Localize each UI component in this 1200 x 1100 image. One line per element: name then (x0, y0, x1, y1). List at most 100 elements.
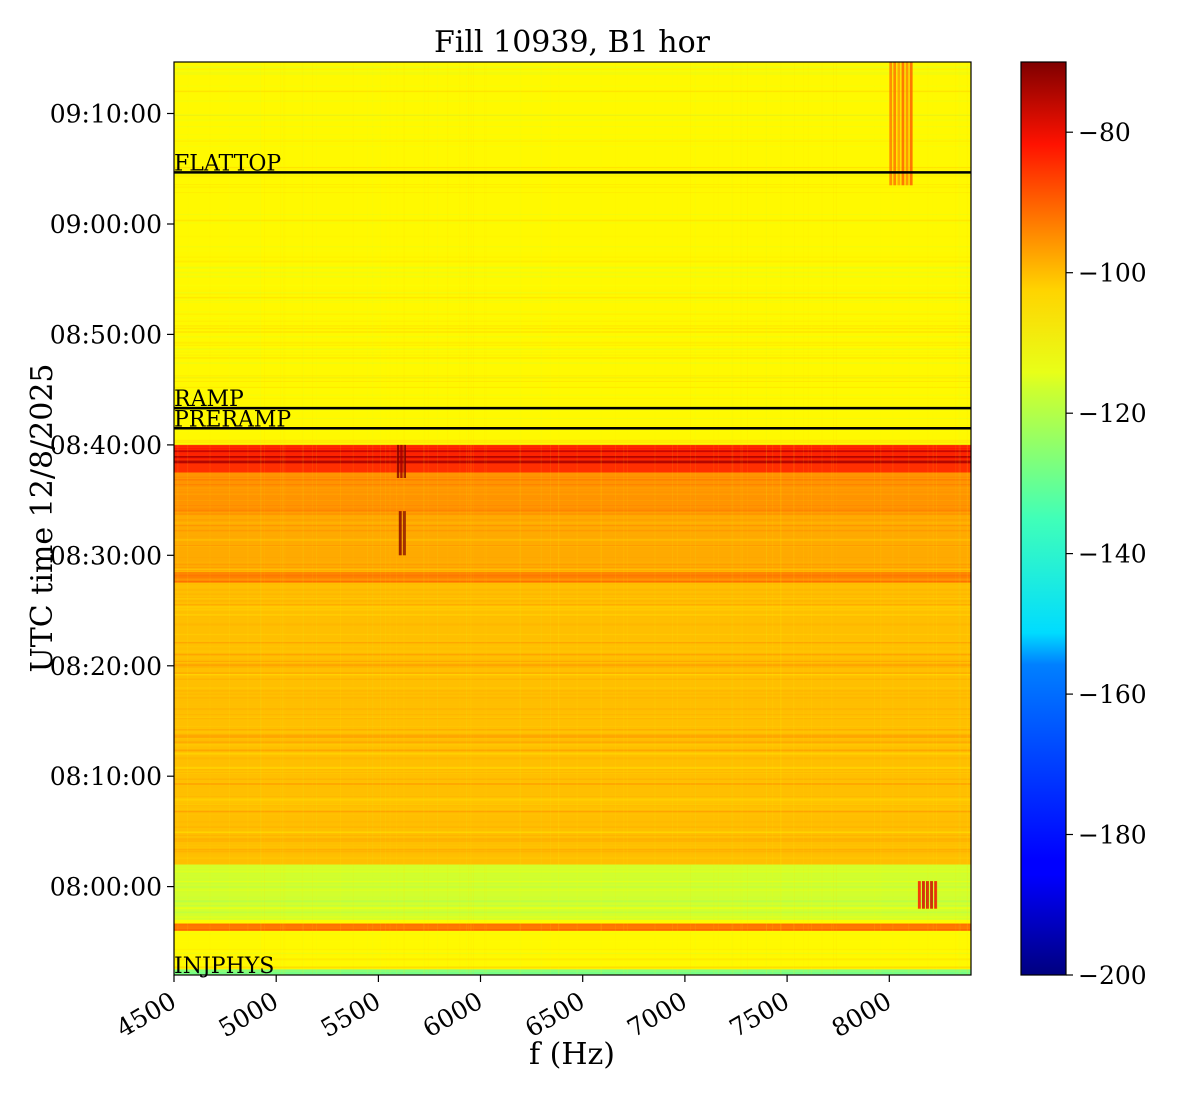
heatmap-cell (468, 62, 470, 975)
heatmap-cell (423, 62, 424, 975)
heatmap-cell (174, 821, 971, 824)
heatmap-cell (174, 896, 971, 899)
heatmap-cell (174, 924, 971, 926)
heatmap-cell (897, 62, 901, 186)
heatmap-cell (174, 799, 971, 801)
heatmap-cell (174, 169, 971, 171)
heatmap-cell (174, 545, 971, 547)
heatmap-cell (174, 439, 971, 442)
heatmap-cell (174, 751, 971, 754)
heatmap-cell (174, 493, 971, 495)
heatmap-cell (835, 62, 837, 975)
heatmap-cell (174, 357, 971, 359)
heatmap-cell (437, 62, 438, 975)
heatmap-cell (174, 690, 971, 692)
heatmap-cell (601, 62, 602, 975)
heatmap-cell (966, 62, 968, 975)
heatmap-cell (174, 734, 971, 736)
colorbar-tick: −100 (1066, 259, 1147, 288)
heatmap-cell (174, 911, 971, 913)
state-marker-label: PRERAMP (174, 407, 291, 432)
heatmap-cell (174, 267, 971, 269)
colorbar-tick: −180 (1066, 821, 1147, 850)
heatmap-cell (174, 826, 971, 828)
x-tick-label: 5000 (214, 986, 284, 1043)
heatmap-cell (926, 881, 929, 909)
heatmap-hot-line (174, 450, 971, 453)
y-tick: 08:10:00 (50, 762, 174, 791)
colorbar-tick-label: −160 (1078, 680, 1147, 709)
heatmap-cell (174, 377, 971, 379)
heatmap-cell (174, 186, 971, 189)
heatmap-cell (558, 62, 560, 975)
heatmap-cell (174, 741, 971, 744)
heatmap-cell (908, 62, 910, 975)
heatmap-cell (174, 850, 971, 852)
heatmap-cell (484, 62, 486, 975)
heatmap-hot-line (174, 455, 971, 458)
heatmap-cell (174, 905, 971, 907)
heatmap-cell (174, 641, 971, 644)
heatmap-cell (174, 726, 971, 727)
heatmap-cell (174, 650, 971, 653)
heatmap-cell (174, 354, 971, 356)
x-axis-label: f (Hz) (529, 1037, 615, 1072)
heatmap-cell (174, 523, 971, 526)
heatmap-cell (177, 62, 179, 975)
heatmap-spot (917, 881, 938, 909)
heatmap-cell (174, 848, 971, 850)
heatmap-region (174, 969, 971, 975)
heatmap-cell (174, 443, 971, 446)
heatmap-cell (174, 718, 971, 721)
heatmap-cell (654, 62, 656, 975)
heatmap-cell (174, 386, 971, 388)
heatmap-cell (600, 62, 602, 975)
heatmap-cell (803, 62, 804, 975)
heatmap-cell (174, 633, 971, 636)
y-axis-label: UTC time 12/8/2025 (25, 364, 60, 673)
heatmap-cell (174, 865, 971, 868)
heatmap-cell (811, 62, 812, 975)
heatmap-cell (740, 62, 742, 975)
heatmap-cell (174, 952, 971, 954)
heatmap-cell (174, 969, 971, 971)
heatmap-cell (174, 72, 971, 74)
heatmap-cell (174, 90, 971, 93)
heatmap-cell (352, 62, 354, 975)
x-tick-label: 7000 (622, 986, 692, 1043)
heatmap-cell (174, 886, 971, 888)
heatmap-cell (174, 325, 971, 327)
heatmap-cell (676, 62, 678, 975)
colorbar-tick-label: −120 (1078, 399, 1147, 428)
heatmap-cell (174, 808, 971, 811)
heatmap-cell (174, 597, 971, 600)
heatmap-cell (892, 62, 894, 975)
heatmap-cell (174, 881, 971, 883)
heatmap-cell (466, 62, 467, 975)
heatmap-cell (174, 544, 971, 547)
heatmap-cell (174, 838, 971, 841)
x-tick: 8000 (827, 975, 896, 1043)
heatmap-cell (174, 539, 971, 541)
heatmap-cell (174, 624, 971, 626)
heatmap-cell (174, 651, 971, 654)
heatmap-cell (174, 653, 971, 656)
heatmap-cell (765, 62, 767, 975)
heatmap-cell (174, 889, 971, 892)
heatmap-cell (174, 320, 971, 322)
colorbar-tick: −200 (1066, 961, 1147, 990)
heatmap-cell (174, 606, 971, 608)
heatmap-spot (889, 62, 913, 186)
heatmap-cell (174, 600, 971, 602)
heatmap-cell (174, 66, 971, 68)
heatmap-cell (780, 62, 782, 975)
heatmap-cell (905, 62, 909, 186)
heatmap-cell (174, 418, 971, 419)
heatmap-cell (396, 62, 398, 975)
heatmap-cell (389, 62, 391, 975)
heatmap-cell (174, 561, 971, 564)
heatmap-cell (447, 62, 449, 975)
heatmap-cell (623, 62, 625, 975)
heatmap-cell (174, 736, 971, 738)
heatmap-cell (174, 810, 971, 813)
